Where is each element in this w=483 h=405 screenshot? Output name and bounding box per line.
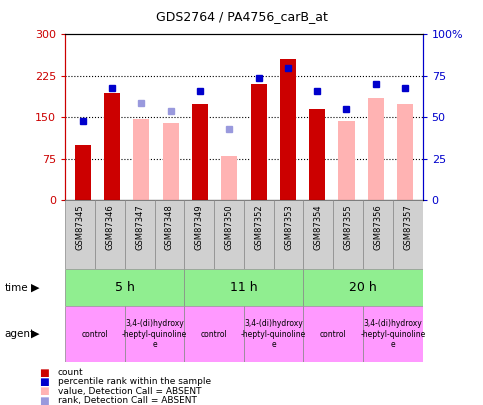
- Text: 11 h: 11 h: [230, 281, 258, 294]
- Text: time: time: [5, 283, 28, 292]
- Text: ■: ■: [39, 386, 48, 396]
- Bar: [75, 145, 91, 200]
- Text: control: control: [82, 330, 108, 339]
- Bar: [185, 200, 214, 269]
- Bar: [393, 200, 423, 269]
- Bar: [244, 306, 303, 362]
- Bar: [280, 59, 296, 200]
- Text: GSM87352: GSM87352: [255, 204, 263, 249]
- Text: ▶: ▶: [30, 283, 39, 292]
- Text: 3,4-(di)hydroxy
-heptyl-quinoline
e: 3,4-(di)hydroxy -heptyl-quinoline e: [241, 319, 306, 349]
- Text: ■: ■: [39, 396, 48, 405]
- Bar: [155, 200, 185, 269]
- Text: GSM87350: GSM87350: [225, 204, 233, 249]
- Bar: [309, 109, 325, 200]
- Text: 3,4-(di)hydroxy
-heptyl-quinoline
e: 3,4-(di)hydroxy -heptyl-quinoline e: [360, 319, 426, 349]
- Bar: [333, 200, 363, 269]
- Bar: [368, 98, 384, 200]
- Text: rank, Detection Call = ABSENT: rank, Detection Call = ABSENT: [58, 396, 197, 405]
- Bar: [214, 200, 244, 269]
- Text: ■: ■: [39, 377, 48, 387]
- Text: percentile rank within the sample: percentile rank within the sample: [58, 377, 211, 386]
- Text: GSM87347: GSM87347: [135, 204, 144, 249]
- Text: control: control: [320, 330, 347, 339]
- Text: ▶: ▶: [30, 329, 39, 339]
- Text: GSM87345: GSM87345: [76, 204, 85, 249]
- Bar: [185, 306, 244, 362]
- Text: GSM87357: GSM87357: [403, 204, 412, 249]
- Text: ■: ■: [39, 368, 48, 377]
- Text: GSM87356: GSM87356: [373, 204, 383, 249]
- Bar: [303, 200, 333, 269]
- Text: GSM87355: GSM87355: [344, 204, 353, 249]
- Text: 3,4-(di)hydroxy
-heptyl-quinoline
e: 3,4-(di)hydroxy -heptyl-quinoline e: [122, 319, 187, 349]
- Bar: [303, 269, 423, 306]
- Text: GSM87346: GSM87346: [105, 204, 114, 249]
- Text: value, Detection Call = ABSENT: value, Detection Call = ABSENT: [58, 387, 201, 396]
- Bar: [192, 104, 208, 200]
- Bar: [363, 306, 423, 362]
- Bar: [163, 123, 179, 200]
- Bar: [125, 306, 185, 362]
- Bar: [65, 269, 185, 306]
- Bar: [221, 156, 237, 200]
- Bar: [244, 200, 274, 269]
- Bar: [65, 306, 125, 362]
- Bar: [133, 119, 149, 200]
- Bar: [104, 93, 120, 200]
- Bar: [274, 200, 303, 269]
- Bar: [363, 200, 393, 269]
- Text: 5 h: 5 h: [115, 281, 135, 294]
- Text: GDS2764 / PA4756_carB_at: GDS2764 / PA4756_carB_at: [156, 10, 327, 23]
- Text: agent: agent: [5, 329, 35, 339]
- Bar: [65, 200, 95, 269]
- Text: control: control: [201, 330, 227, 339]
- Bar: [339, 122, 355, 200]
- Bar: [251, 84, 267, 200]
- Bar: [185, 269, 303, 306]
- Text: count: count: [58, 368, 84, 377]
- Text: GSM87349: GSM87349: [195, 204, 204, 249]
- Text: 20 h: 20 h: [349, 281, 377, 294]
- Bar: [303, 306, 363, 362]
- Text: GSM87353: GSM87353: [284, 204, 293, 249]
- Bar: [95, 200, 125, 269]
- Bar: [125, 200, 155, 269]
- Bar: [397, 104, 413, 200]
- Text: GSM87354: GSM87354: [314, 204, 323, 249]
- Text: GSM87348: GSM87348: [165, 204, 174, 249]
